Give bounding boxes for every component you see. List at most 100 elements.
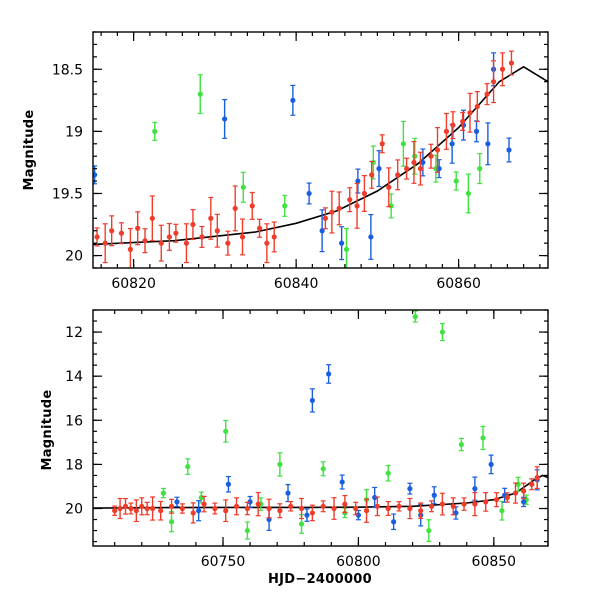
bottom-red-point — [521, 482, 527, 500]
x-tick-label: 60860 — [436, 276, 481, 292]
bottom-green-point — [168, 511, 175, 533]
top-red-point — [499, 52, 506, 87]
top-panel: 60820 60840 60860 18.5 19 19.5 20 Magnitude — [22, 31, 549, 292]
y-tick-label: 18.5 — [52, 62, 83, 78]
top-blue-point — [449, 123, 455, 164]
bottom-red-point — [128, 502, 134, 515]
top-blue-point — [485, 122, 491, 166]
top-red-point — [208, 196, 214, 240]
top-green-point — [388, 193, 394, 219]
top-red-point — [214, 213, 220, 248]
bottom-red-point — [512, 482, 519, 504]
top-red-point — [484, 83, 490, 106]
bottom-red-point — [255, 491, 261, 517]
y-tick-label: 20 — [65, 249, 83, 265]
bottom-green-point — [185, 458, 191, 475]
bottom-green-point — [499, 500, 505, 521]
top-red-point — [361, 174, 367, 212]
top-red-point — [166, 222, 172, 251]
top-blue-point — [368, 213, 374, 260]
top-red-point — [369, 160, 375, 189]
bottom-red-point — [244, 501, 250, 516]
bottom-red-point — [112, 505, 118, 516]
top-red-point — [249, 191, 255, 220]
top-axes-frame — [92, 31, 549, 269]
bottom-red-point — [534, 466, 540, 490]
top-plot-area — [93, 50, 548, 268]
top-red-point — [264, 223, 270, 264]
bottom-red-point — [450, 497, 456, 516]
bottom-blue-point — [407, 482, 413, 495]
top-ticks: 60820 60840 60860 18.5 19 19.5 20 — [52, 31, 548, 292]
bottom-blue-point — [309, 388, 315, 413]
y-tick-label: 20 — [65, 502, 83, 518]
top-red-point — [443, 112, 450, 150]
top-red-point — [386, 167, 392, 208]
top-red-point — [149, 195, 155, 242]
bottom-red-point — [223, 499, 229, 523]
top-blue-point — [460, 109, 467, 141]
bottom-green-point — [458, 437, 464, 452]
top-blue-point — [420, 148, 426, 177]
bottom-red-point — [168, 498, 175, 514]
y-tick-label: 18 — [65, 457, 83, 473]
bottom-red-point — [493, 492, 500, 508]
bottom-red-point — [385, 500, 391, 517]
bottom-red-point — [472, 491, 478, 517]
bottom-red-point — [529, 478, 535, 491]
bottom-red-point — [133, 499, 139, 523]
bottom-green-point — [223, 419, 229, 443]
x-tick-label: 60840 — [274, 276, 319, 292]
top-blue-point — [306, 182, 312, 205]
x-tick-label: 60850 — [472, 554, 517, 570]
bottom-blue-point — [196, 500, 202, 522]
bottom-blue-point — [339, 474, 345, 490]
top-red-point — [508, 50, 515, 76]
bottom-red-point — [149, 496, 156, 521]
top-green-point — [477, 153, 483, 185]
bottom-red-point — [353, 501, 359, 516]
top-blue-point — [319, 209, 325, 253]
top-red-point — [395, 159, 401, 191]
top-green-point — [282, 194, 288, 217]
bottom-blue-point — [326, 364, 332, 384]
top-red-point — [109, 215, 115, 247]
top-red-point — [474, 91, 480, 123]
top-blue-point — [339, 226, 345, 261]
bottom-plot-area — [93, 310, 548, 542]
bottom-red-point — [439, 492, 445, 516]
bottom-red-point — [298, 497, 305, 520]
bottom-ylabel: Magnitude — [40, 389, 55, 470]
top-red-point — [102, 223, 108, 264]
bottom-red-point — [363, 498, 370, 523]
bottom-red-point — [266, 498, 272, 519]
top-red-point — [142, 228, 148, 254]
bottom-red-point — [374, 496, 380, 517]
top-ylabel: Magnitude — [22, 109, 37, 190]
bottom-red-point — [117, 497, 123, 520]
x-tick-label: 60800 — [336, 554, 381, 570]
bottom-red-point — [309, 504, 315, 522]
top-red-point — [135, 211, 141, 246]
bottom-green-point — [426, 519, 432, 542]
top-red-point — [94, 227, 100, 247]
bottom-green-point — [160, 487, 167, 499]
top-red-point — [347, 187, 353, 213]
bottom-blue-point — [391, 513, 397, 531]
top-red-point — [467, 92, 473, 133]
top-red-point — [434, 127, 441, 173]
top-green-point — [412, 137, 418, 175]
top-blue-point — [355, 168, 361, 194]
top-blue-point — [222, 98, 228, 139]
bottom-blue-point — [304, 508, 310, 522]
top-red-point — [490, 60, 497, 104]
bottom-green-point — [439, 322, 445, 342]
top-red-point — [118, 222, 125, 245]
y-tick-label: 19 — [65, 124, 83, 140]
top-green-point — [240, 171, 246, 203]
bottom-axes-frame — [92, 309, 549, 547]
top-green-point — [197, 74, 203, 115]
bottom-blue-point — [488, 454, 494, 475]
top-red-point — [404, 157, 410, 180]
top-blue-point — [506, 137, 512, 163]
